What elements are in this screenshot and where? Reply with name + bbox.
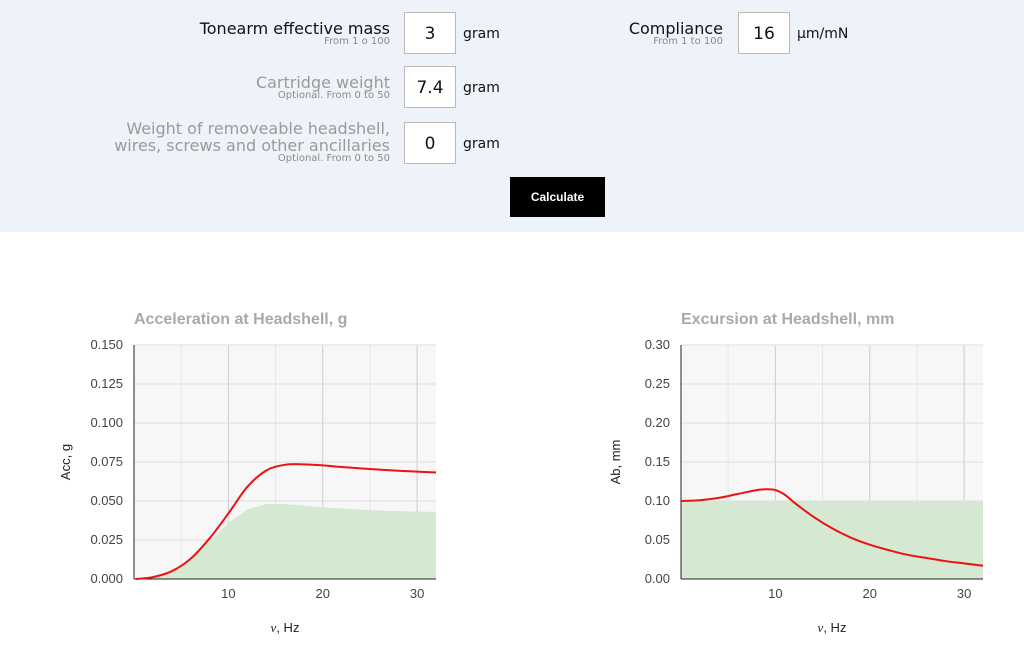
x-axis-label: ν, Hz xyxy=(271,620,300,635)
y-tick-label: 0.050 xyxy=(90,493,123,508)
x-tick-label: 10 xyxy=(768,586,782,601)
cartridge-weight-hint: Optional. From 0 to 50 xyxy=(277,90,390,101)
y-tick-label: 0.25 xyxy=(645,376,670,391)
y-tick-label: 0.100 xyxy=(90,415,123,430)
compliance-title: Compliance xyxy=(628,19,723,38)
y-tick-label: 0.20 xyxy=(645,415,670,430)
tonearm-mass-title: Tonearm effective mass xyxy=(199,19,390,38)
x-axis-unit: , Hz xyxy=(823,620,846,635)
x-axis-label: ν, Hz xyxy=(818,620,847,635)
tonearm-mass-label: Tonearm effective mass From 1 o 100 xyxy=(200,20,390,47)
y-axis-label: Acc, g xyxy=(58,444,73,480)
chart-2: 0.00 0.05 0.10 0.15 0.20 0.25 0.30 10 20 30 Excurs… xyxy=(608,311,984,635)
y-tick-label: 0.125 xyxy=(90,376,123,391)
line-series xyxy=(135,463,437,580)
x-axis-symbol: ν xyxy=(818,620,824,635)
y-tick-label: 0.15 xyxy=(645,454,670,469)
y-axis-label: Ab, mm xyxy=(608,440,623,485)
x-axis-unit: , Hz xyxy=(276,620,299,635)
cartridge-weight-input[interactable]: 7.4 xyxy=(404,66,456,108)
y-tick-label: 0.30 xyxy=(645,337,670,352)
compliance-hint: From 1 to 100 xyxy=(653,36,723,47)
x-tick-label: 30 xyxy=(410,586,424,601)
compliance-label: Compliance From 1 to 100 xyxy=(629,20,723,47)
chart-title: Excursion at Headshell, mm xyxy=(681,311,894,328)
calculate-button[interactable]: Calculate xyxy=(510,177,605,217)
area-series xyxy=(681,501,983,579)
cartridge-weight-unit: gram xyxy=(463,80,500,96)
chart-title: Acceleration at Headshell, g xyxy=(134,311,347,328)
y-tick-label: 0.10 xyxy=(645,493,670,508)
headshell-weight-input[interactable]: 0 xyxy=(404,122,456,164)
x-axis-symbol: ν xyxy=(271,620,277,635)
tonearm-mass-unit: gram xyxy=(463,26,500,42)
x-tick-label: 20 xyxy=(863,586,877,601)
x-tick-label: 30 xyxy=(957,586,971,601)
x-tick-label: 20 xyxy=(316,586,330,601)
compliance-unit: µm/mN xyxy=(797,26,849,42)
headshell-weight-unit: gram xyxy=(463,136,500,152)
input-form-panel: Tonearm effective mass From 1 o 100 3 gr… xyxy=(0,0,1024,232)
y-tick-label: 0.000 xyxy=(90,571,123,586)
tonearm-mass-input[interactable]: 3 xyxy=(404,12,456,54)
tonearm-mass-hint: From 1 o 100 xyxy=(324,36,390,47)
y-tick-label: 0.025 xyxy=(90,532,123,547)
headshell-weight-title-line1: Weight of removeable headshell, xyxy=(126,119,390,138)
headshell-weight-label: Weight of removeable headshell, wires, s… xyxy=(114,120,390,164)
chart-1: 0.000 0.025 0.050 0.075 0.100 0.125 0.150 10 20 3… xyxy=(58,311,437,635)
area-series xyxy=(135,504,436,579)
compliance-input[interactable]: 16 xyxy=(738,12,790,54)
line-series xyxy=(680,488,984,567)
y-tick-label: 0.150 xyxy=(90,337,123,352)
y-tick-label: 0.05 xyxy=(645,532,670,547)
y-tick-label: 0.00 xyxy=(645,571,670,586)
cartridge-weight-title: Cartridge weight xyxy=(255,73,390,92)
headshell-weight-title-line2: wires, screws and other ancillaries xyxy=(114,136,390,155)
headshell-weight-hint: Optional. From 0 to 50 xyxy=(277,153,390,164)
y-tick-label: 0.075 xyxy=(90,454,123,469)
x-tick-label: 10 xyxy=(221,586,235,601)
cartridge-weight-label: Cartridge weight Optional. From 0 to 50 xyxy=(256,74,390,101)
